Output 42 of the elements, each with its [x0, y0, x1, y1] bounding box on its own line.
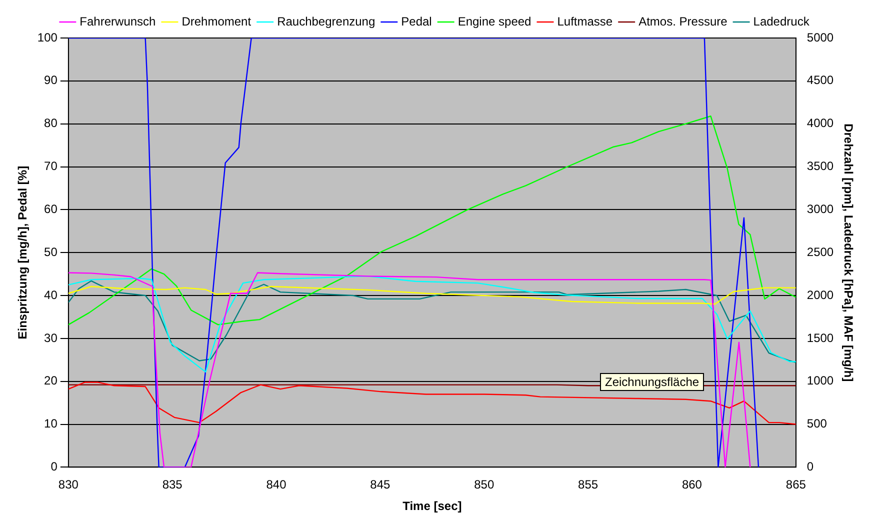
annotation: Zeichnungsfläche — [600, 373, 704, 391]
legend-label: Atmos. Pressure — [638, 14, 728, 28]
y2-tick-label: 1000 — [806, 374, 834, 388]
y-tick-label: 60 — [44, 202, 58, 216]
legend-label: Fahrerwunsch — [80, 14, 156, 28]
legend-label: Luftmasse — [557, 14, 613, 28]
y-tick-label: 100 — [37, 30, 58, 44]
y2-tick-label: 1500 — [806, 330, 834, 345]
y-tick-label: 80 — [44, 116, 58, 130]
x-axis-title: Time [sec] — [402, 499, 462, 514]
y-tick-label: 50 — [44, 244, 58, 259]
y-tick-label: 0 — [50, 460, 58, 474]
y-tick-label: 40 — [44, 288, 58, 302]
y2-tick-label: 3000 — [806, 202, 834, 216]
x-tick-label: 835 — [162, 478, 183, 492]
y2-tick-label: 2000 — [806, 288, 834, 302]
y-tick-label: 90 — [44, 73, 58, 88]
x-tick-label: 865 — [786, 478, 806, 492]
y2-tick-label: 2500 — [806, 244, 834, 259]
y-tick-label: 20 — [44, 374, 58, 388]
y-tick-label: 10 — [44, 416, 58, 431]
y2-tick-label: 4500 — [806, 73, 834, 88]
y-tick-label: 70 — [44, 159, 58, 174]
y2-tick-label: 3500 — [806, 159, 834, 174]
legend-label: Engine speed — [458, 14, 532, 28]
y2-tick-label: 0 — [806, 460, 814, 474]
y2-tick-label: 4000 — [806, 116, 834, 130]
y2-tick-label: 5000 — [806, 30, 834, 44]
y-axis-title: Einspritzung [mg/h], Pedal [%] — [16, 166, 30, 340]
legend-label: Drehmoment — [182, 14, 252, 28]
x-tick-label: 845 — [370, 478, 391, 492]
x-tick-label: 855 — [578, 478, 598, 492]
legend-label: Pedal — [401, 14, 432, 28]
y2-tick-label: 500 — [806, 416, 828, 431]
legend-label: Rauchbegrenzung — [277, 14, 376, 28]
x-tick-label: 850 — [474, 478, 494, 492]
x-tick-label: 840 — [266, 478, 287, 492]
legend-label: Ladedruck — [753, 14, 810, 28]
x-tick-label: 860 — [682, 478, 702, 492]
y-tick-label: 30 — [44, 330, 58, 345]
y2-axis-title: Drehzahl [rpm], Ladedruck [hPa], MAF [mg/h] — [841, 124, 856, 382]
x-tick-label: 830 — [58, 478, 79, 492]
